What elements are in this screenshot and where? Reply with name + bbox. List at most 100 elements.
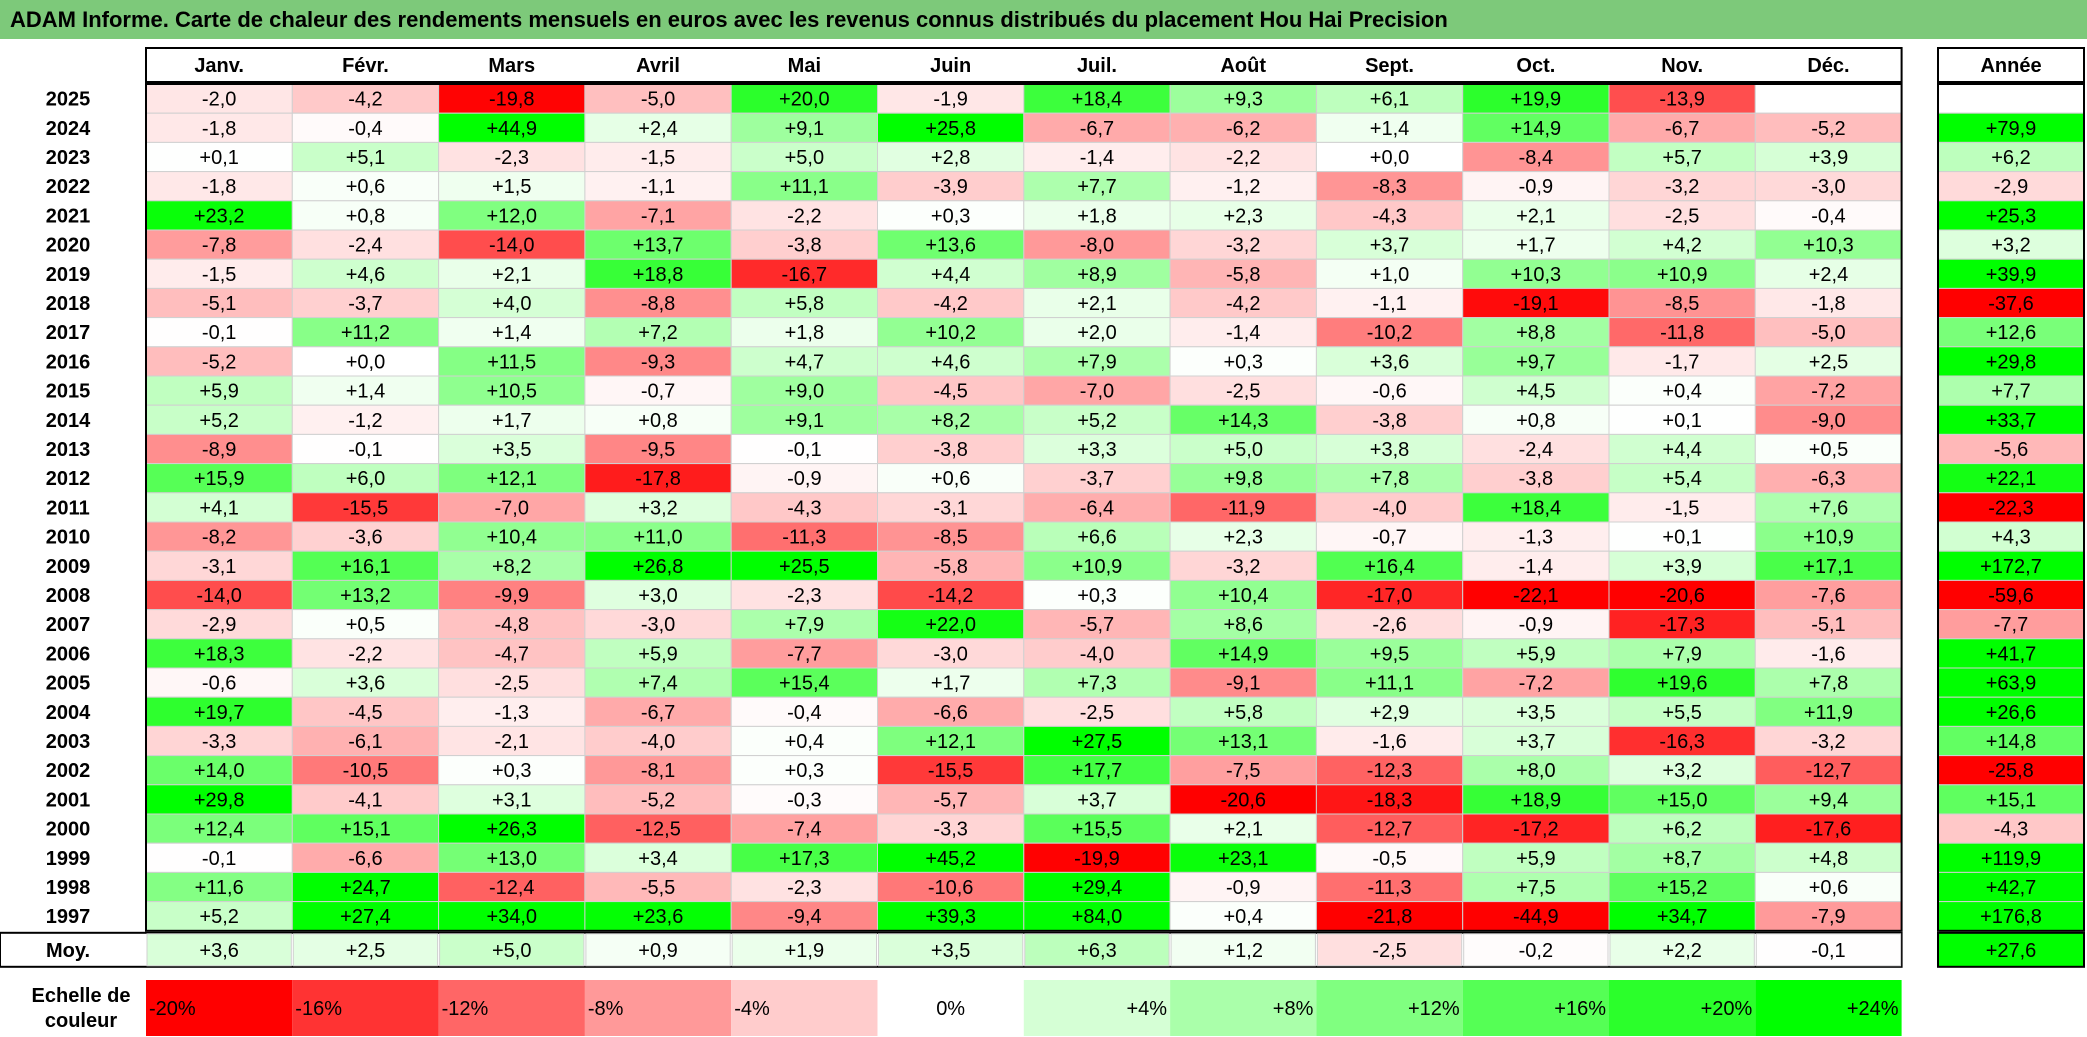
- heat-cell: [1608, 755, 1756, 786]
- cell-value: +15,1: [340, 819, 391, 841]
- cell-value: +1,0: [1370, 264, 1409, 286]
- annual-cell: [1937, 404, 2085, 435]
- cell-value: -5,7: [933, 789, 967, 811]
- cell-value: -2,3: [787, 877, 821, 899]
- heat-cell: [145, 200, 293, 231]
- heat-cell: [438, 521, 586, 552]
- cell-value: -0,9: [1519, 176, 1553, 198]
- cell-value: +23,1: [1218, 848, 1269, 870]
- cell-value: +0,1: [199, 147, 238, 169]
- heat-cell: [877, 871, 1025, 903]
- heat-cell: [877, 83, 1025, 114]
- heat-cell: [877, 609, 1025, 640]
- cell-value: -1,5: [1665, 497, 1699, 519]
- scale-swatch: [1316, 980, 1463, 1036]
- cell-value: +3,4: [638, 848, 677, 870]
- cell-value: -12,7: [1806, 760, 1852, 782]
- heat-cell: [1462, 609, 1610, 640]
- scale-step-label: 0%: [936, 998, 965, 1020]
- cell-value: +0,4: [1662, 381, 1701, 403]
- cell-value: +1,7: [492, 410, 531, 432]
- heat-cell: [291, 725, 440, 757]
- heat-cell: [1023, 579, 1171, 611]
- cell-value: -3,7: [348, 293, 382, 315]
- cell-value: +34,0: [486, 906, 537, 928]
- cell-value: +5,7: [1662, 147, 1701, 169]
- cell-value: -10,6: [928, 877, 974, 899]
- cell-value: -7,2: [1811, 381, 1845, 403]
- heat-cell: [1315, 755, 1464, 786]
- heat-cell: [291, 112, 440, 143]
- annual-value: +15,1: [1986, 789, 2037, 811]
- cell-value: +8,8: [1516, 322, 1555, 344]
- cell-value: -3,2: [1226, 556, 1260, 578]
- cell-value: +1,4: [1370, 118, 1409, 140]
- cell-value: -8,5: [1665, 293, 1699, 315]
- heat-cell: [877, 200, 1025, 231]
- cell-value: +3,5: [492, 439, 531, 461]
- cell-value: +9,0: [785, 381, 824, 403]
- cell-value: +15,9: [194, 468, 245, 490]
- heat-cell: [584, 287, 732, 319]
- cell-value: -21,8: [1367, 906, 1413, 928]
- cell-value: -3,6: [348, 527, 382, 549]
- cell-value: -20,6: [1659, 585, 1705, 607]
- cell-value: -8,3: [1372, 176, 1406, 198]
- cell-value: +2,3: [1224, 205, 1263, 227]
- cell-value: -18,3: [1367, 789, 1413, 811]
- cell-value: -1,4: [1080, 147, 1114, 169]
- cell-value: -12,3: [1367, 760, 1413, 782]
- average-value: +5,0: [492, 940, 531, 962]
- cell-value: +15,0: [1657, 789, 1708, 811]
- cell-value: +1,4: [492, 322, 531, 344]
- scale-step-label: +8%: [1273, 998, 1314, 1020]
- cell-value: +16,4: [1364, 556, 1415, 578]
- cell-value: +10,9: [1803, 527, 1854, 549]
- cell-value: -15,5: [928, 760, 974, 782]
- scale-step-label: +4%: [1127, 998, 1168, 1020]
- year-label: 2023: [46, 147, 91, 169]
- annual-value: -25,8: [1988, 760, 2034, 782]
- cell-value: -7,9: [1811, 906, 1845, 928]
- heat-cell: [1023, 346, 1171, 377]
- average-cell: [1316, 933, 1463, 967]
- cell-value: +14,3: [1218, 410, 1269, 432]
- year-label: 2017: [46, 322, 91, 344]
- scale-step-label: -8%: [588, 998, 624, 1020]
- cell-value: -8,2: [202, 527, 236, 549]
- heat-cell: [1462, 492, 1610, 523]
- cell-value: +4,6: [346, 264, 385, 286]
- average-value: +1,9: [785, 940, 824, 962]
- annual-value: +4,3: [1991, 527, 2030, 549]
- heat-cell: [1462, 346, 1610, 377]
- heat-cell: [877, 287, 1025, 319]
- month-header: Mai: [788, 55, 821, 77]
- cell-value: -5,7: [1080, 614, 1114, 636]
- cell-value: +27,5: [1072, 731, 1123, 753]
- heat-cell: [291, 492, 440, 523]
- cell-value: -17,8: [635, 468, 681, 490]
- average-cell: [878, 933, 1024, 967]
- cell-value: +0,8: [1516, 410, 1555, 432]
- heat-cell: [877, 141, 1025, 173]
- cell-value: +0,6: [931, 468, 970, 490]
- cell-value: +7,2: [638, 322, 677, 344]
- cell-value: -0,9: [1519, 614, 1553, 636]
- heat-cell: [1169, 871, 1317, 903]
- heat-cell: [291, 755, 440, 786]
- cell-value: +5,8: [785, 293, 824, 315]
- heat-cell: [1608, 813, 1756, 844]
- cell-value: -2,5: [1226, 381, 1260, 403]
- cell-value: +3,2: [638, 497, 677, 519]
- cell-value: -3,0: [641, 614, 675, 636]
- heat-cell: [584, 171, 732, 202]
- cell-value: +3,9: [1809, 147, 1848, 169]
- cell-value: -0,9: [787, 468, 821, 490]
- cell-value: -4,0: [1080, 643, 1114, 665]
- heat-cell: [1608, 141, 1756, 173]
- heat-cell: [1608, 784, 1756, 815]
- cell-value: -3,2: [1226, 235, 1260, 257]
- heat-cell: [730, 579, 879, 611]
- cell-value: +8,7: [1662, 848, 1701, 870]
- cell-value: +34,7: [1657, 906, 1708, 928]
